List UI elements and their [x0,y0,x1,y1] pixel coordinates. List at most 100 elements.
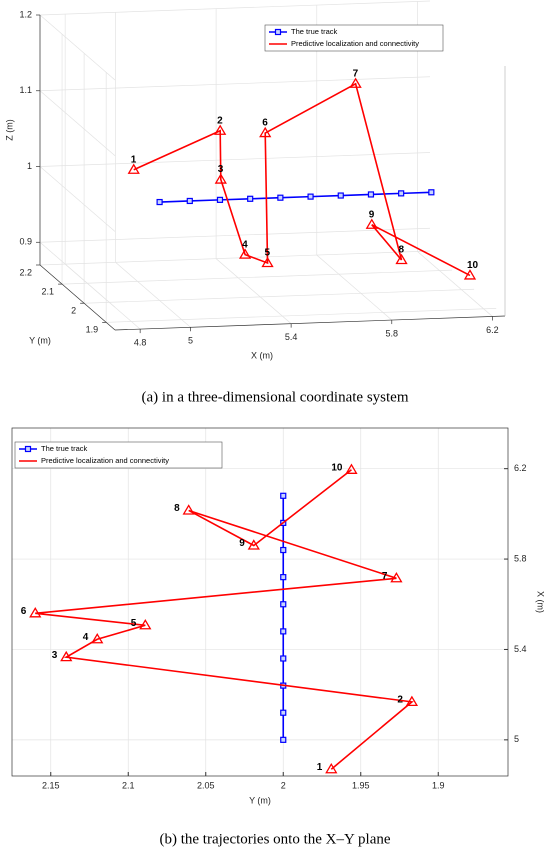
grid-line [39,166,116,232]
point-label: 8 [174,503,180,514]
marker [259,126,272,138]
grid-line [39,14,116,81]
plot-frame [11,427,509,777]
marker [280,574,287,581]
z-tick-label: 1 [27,161,32,171]
track-line [35,469,414,770]
marker [280,655,287,662]
point-label: 9 [369,209,375,220]
point-label: 4 [242,239,248,250]
marker [307,193,314,200]
point-label: 9 [239,538,245,549]
marker [238,248,252,259]
marker [325,762,338,774]
marker [186,197,193,205]
y-tick-label: 5.8 [514,553,527,563]
marker [60,650,73,662]
marker [345,463,358,474]
marker [337,192,344,199]
x-tick-label: 5 [188,336,193,346]
z-tick-label: 1.1 [19,85,32,95]
x-tick-label: 2.15 [42,780,60,790]
grid-line [115,262,191,328]
legend-label: Predictive localization and connectivity [41,456,169,465]
marker [127,163,140,174]
marker [463,269,477,280]
y-axis-label: X (m) [536,591,546,613]
marker [365,218,378,229]
marker [277,194,284,201]
marker [29,607,42,618]
x-tick-label: 1.9 [432,780,445,790]
marker [280,546,287,554]
x-tick-label: 2.1 [122,780,135,790]
grid-line [39,0,431,16]
marker [139,618,152,630]
z-axis-label: Z (m) [4,119,14,141]
marker [428,189,435,196]
z-tick-label: 1.2 [19,9,32,19]
x-tick-label: 6.2 [486,325,499,335]
marker [390,571,403,583]
x-tick-label: 2.05 [197,780,215,790]
x-tick-label: 2 [281,780,286,790]
grid-line [215,258,292,324]
point-label: 10 [467,260,479,271]
grid-line [316,254,393,321]
point-label: 5 [131,618,137,629]
point-label: 2 [397,695,403,706]
x-tick-label: 5.8 [386,328,399,338]
y-tick-label: 2 [71,306,76,316]
marker [247,195,254,202]
legend-label: The true track [41,444,88,453]
caption: (b) the trajectories onto the X–Y plane [159,831,390,847]
track-line [133,82,471,277]
marker [398,190,405,197]
point-label: 6 [21,606,27,617]
axis-line [39,264,116,331]
marker [367,191,375,198]
grid-line [62,269,453,285]
marker [247,539,260,550]
y-axis-label: Y (m) [29,335,51,345]
grid-line [39,250,431,266]
y-tick-label: 5.4 [514,644,527,654]
marker [280,736,287,743]
x-tick-label: 5.4 [285,332,298,342]
point-label: 5 [265,248,271,259]
y-tick-label: 2.2 [19,267,32,277]
marker [216,196,224,203]
x-axis-label: Y (m) [249,795,271,805]
marker [214,173,227,184]
y-tick-label: 1.9 [86,325,99,335]
grid-line [39,76,431,92]
caption: (a) in a three-dimensional coordinate sy… [142,389,409,405]
track-line [159,191,432,203]
point-label: 2 [217,115,223,126]
marker [261,256,274,268]
x-tick-label: 4.8 [134,337,147,347]
legend-box [14,441,223,469]
point-label: 10 [331,462,343,473]
marker [274,28,282,36]
marker [182,504,195,515]
legend-label: Predictive localization and connectivity [291,39,419,48]
marker [156,198,163,206]
point-label: 1 [131,154,137,165]
grid-line [39,227,431,243]
z-tick-label: 0.9 [19,237,32,247]
marker [280,601,287,608]
y-tick-label: 2.1 [42,286,55,296]
point-label: 3 [218,164,224,175]
y-tick-label: 5 [514,734,519,744]
legend-box [264,24,444,52]
point-label: 1 [317,762,323,773]
grid-line [39,152,431,167]
marker [405,695,419,707]
marker [349,77,362,88]
point-label: 7 [382,571,388,582]
legend-label: The true track [291,27,338,36]
marker [91,633,104,644]
axis-line [114,315,506,331]
